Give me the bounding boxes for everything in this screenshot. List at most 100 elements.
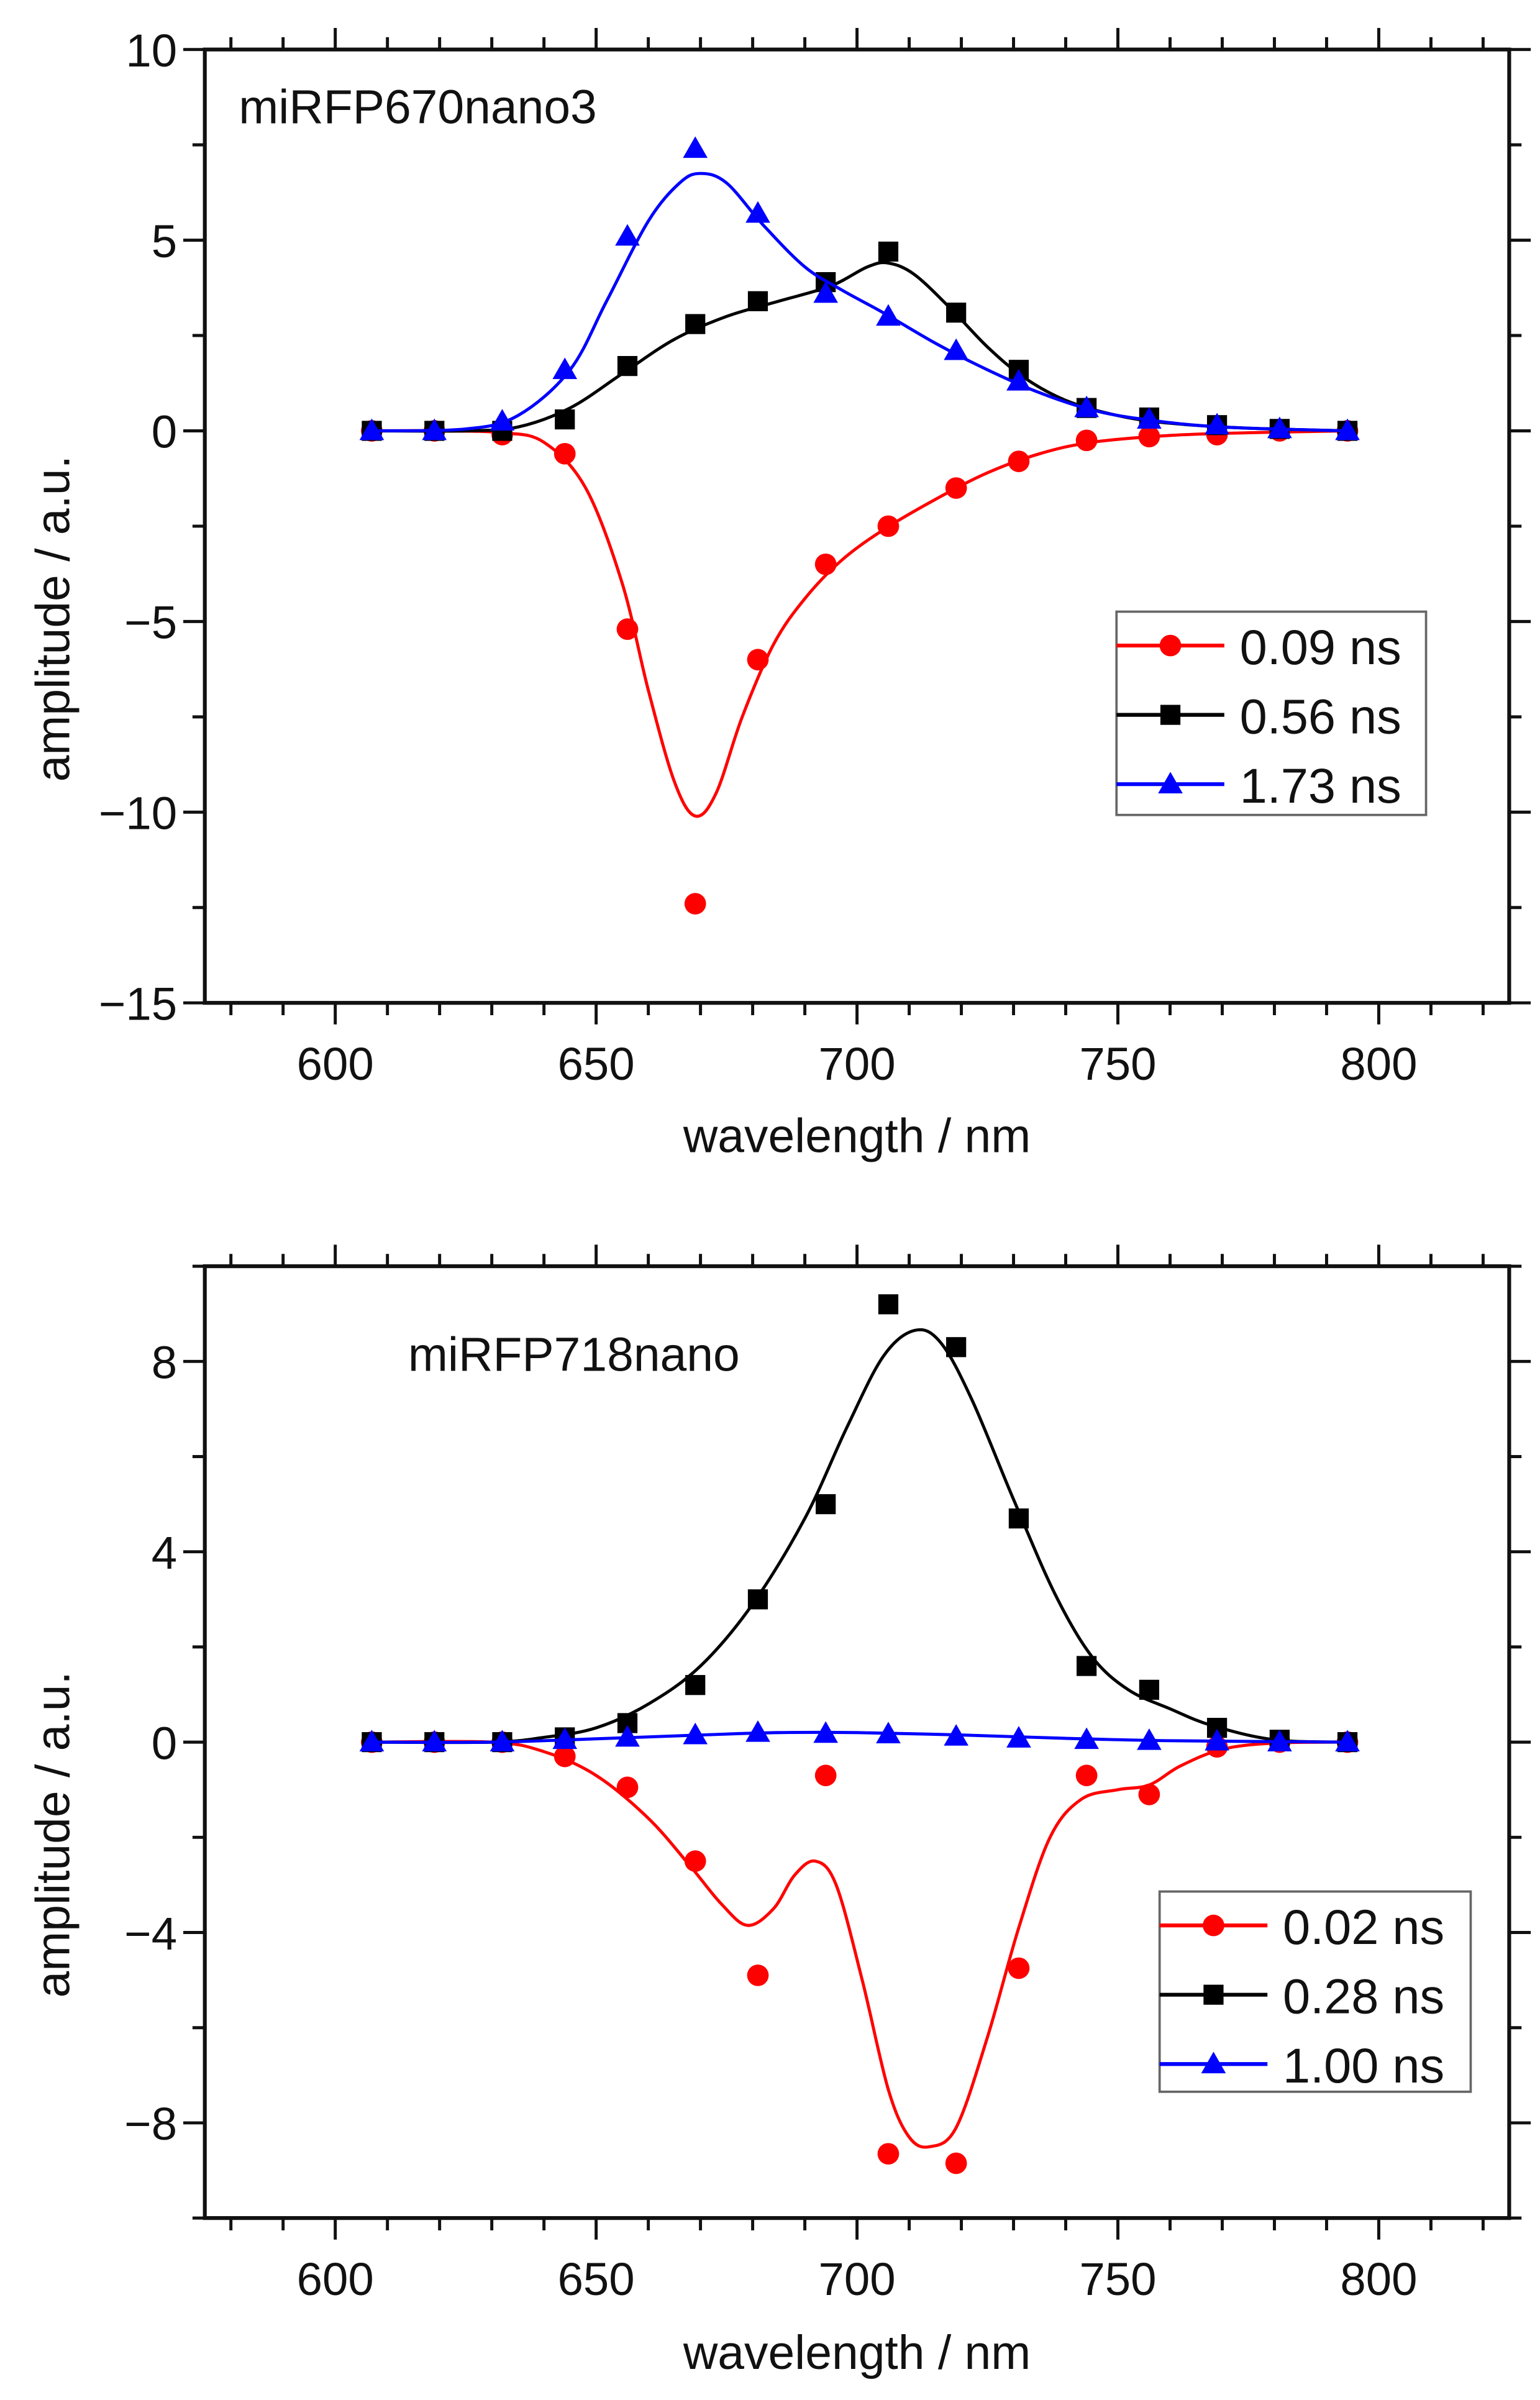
data-point — [747, 649, 769, 671]
data-point — [683, 1722, 708, 1745]
data-point — [876, 304, 901, 326]
data-point — [1205, 1728, 1229, 1751]
data-point — [616, 1776, 639, 1799]
y-tick-label: −5 — [124, 597, 177, 649]
data-point — [617, 356, 638, 376]
data-point — [945, 2152, 967, 2174]
data-point — [1075, 1764, 1098, 1787]
data-point — [1335, 418, 1360, 440]
data-point — [813, 1721, 839, 1743]
data-point — [945, 477, 967, 499]
legend-marker — [1159, 634, 1182, 657]
legend-label: 1.00 ns — [1283, 2038, 1444, 2093]
series-0-02-ns — [361, 1731, 1359, 2174]
series-1-73-ns — [359, 136, 1360, 440]
data-point — [359, 1730, 385, 1751]
x-tick-label: 650 — [558, 1038, 635, 1090]
fit-curve — [371, 1740, 1348, 2149]
data-point — [745, 1720, 770, 1742]
legend: 0.02 ns 0.28 ns 1.00 ns — [1158, 1890, 1472, 2093]
legend-label: 0.28 ns — [1283, 1968, 1444, 2024]
data-point — [359, 418, 385, 440]
y-tick-label: −8 — [124, 2098, 177, 2150]
data-point — [745, 201, 770, 223]
data-point — [615, 224, 640, 246]
y-tick-label: 4 — [152, 1527, 177, 1579]
y-tick-label: 0 — [152, 406, 177, 458]
fit-curve — [371, 1730, 1348, 1744]
data-point — [1137, 407, 1162, 429]
data-point — [1335, 1730, 1360, 1751]
data-point — [1139, 1679, 1160, 1700]
data-point — [616, 618, 639, 641]
legend-item: 0.09 ns — [1116, 619, 1401, 675]
data-point — [878, 1294, 899, 1315]
data-point — [878, 241, 899, 262]
legend-label: 0.56 ns — [1240, 688, 1401, 744]
data-point — [813, 281, 839, 303]
data-point — [946, 303, 967, 323]
data-point — [685, 314, 706, 334]
legend-item: 0.56 ns — [1116, 688, 1401, 744]
data-point — [876, 1722, 901, 1743]
chart-panel-2: 600 650 700 750 800 8 4 0 −4 −8 wavelength / nm amp… — [27, 1244, 1531, 2379]
legend-marker — [1203, 1984, 1224, 2005]
fit-curve — [371, 261, 1348, 433]
fit-curve — [371, 1328, 1348, 1745]
data-point — [946, 1337, 967, 1357]
y-axis-title: amplitude / a.u. — [27, 455, 80, 782]
x-tick-label: 750 — [1079, 1038, 1156, 1090]
data-point — [1137, 1728, 1162, 1750]
x-tick-label: 600 — [297, 1038, 374, 1090]
data-point — [1267, 416, 1292, 439]
y-tick-label: 5 — [152, 216, 177, 267]
data-point — [1006, 1726, 1031, 1748]
data-point — [552, 1727, 578, 1750]
x-tick-label: 650 — [558, 2253, 635, 2305]
data-point — [422, 1730, 447, 1751]
data-point — [747, 1589, 768, 1610]
plot-frame — [203, 47, 1511, 1005]
data-point — [877, 2143, 900, 2165]
data-point — [814, 553, 837, 575]
x-tick-label: 700 — [819, 1038, 896, 1090]
data-point — [685, 1675, 706, 1695]
legend-item: 1.73 ns — [1116, 758, 1401, 813]
data-point — [552, 357, 578, 380]
series-1-00-ns — [359, 1720, 1360, 1751]
data-point — [1267, 1730, 1292, 1751]
sample-label: miRFP670nano3 — [239, 81, 597, 134]
y-tick-label: −10 — [99, 788, 177, 839]
data-point — [554, 1745, 576, 1768]
chart-panel-1: 600 650 700 750 800 10 5 0 −5 −10 −15 wavelength / … — [27, 25, 1531, 1163]
data-point — [944, 1724, 968, 1746]
data-point — [490, 409, 515, 431]
legend-item: 0.28 ns — [1159, 1968, 1444, 2024]
data-point — [747, 1964, 769, 1986]
data-point — [1074, 395, 1099, 417]
legend-marker — [1203, 1914, 1224, 1937]
data-point — [944, 338, 968, 360]
legend-item: 1.00 ns — [1159, 2038, 1444, 2093]
x-tick-label: 600 — [297, 2253, 374, 2305]
x-tick-label: 700 — [819, 2253, 896, 2305]
data-point — [615, 1725, 640, 1747]
fit-curve — [371, 171, 1348, 432]
legend: 0.09 ns 0.56 ns 1.73 ns — [1115, 610, 1428, 816]
y-tick-label: 0 — [152, 1717, 177, 1769]
y-tick-label: −15 — [99, 978, 177, 1029]
series-0-56-ns — [362, 241, 1358, 441]
data-point — [747, 291, 768, 311]
data-point — [1138, 1784, 1160, 1805]
data-point — [1138, 426, 1160, 448]
data-point — [1074, 1727, 1099, 1750]
legend-marker — [1201, 2051, 1226, 2074]
legend-label: 1.73 ns — [1240, 758, 1401, 813]
y-tick-label: 8 — [152, 1337, 177, 1389]
x-tick-label: 800 — [1340, 2253, 1417, 2305]
data-point — [422, 418, 447, 440]
data-point — [684, 893, 706, 915]
y-axis-title: amplitude / a.u. — [27, 1671, 80, 1997]
y-tick-label: −4 — [124, 1908, 177, 1960]
x-tick-label: 750 — [1079, 2253, 1156, 2305]
